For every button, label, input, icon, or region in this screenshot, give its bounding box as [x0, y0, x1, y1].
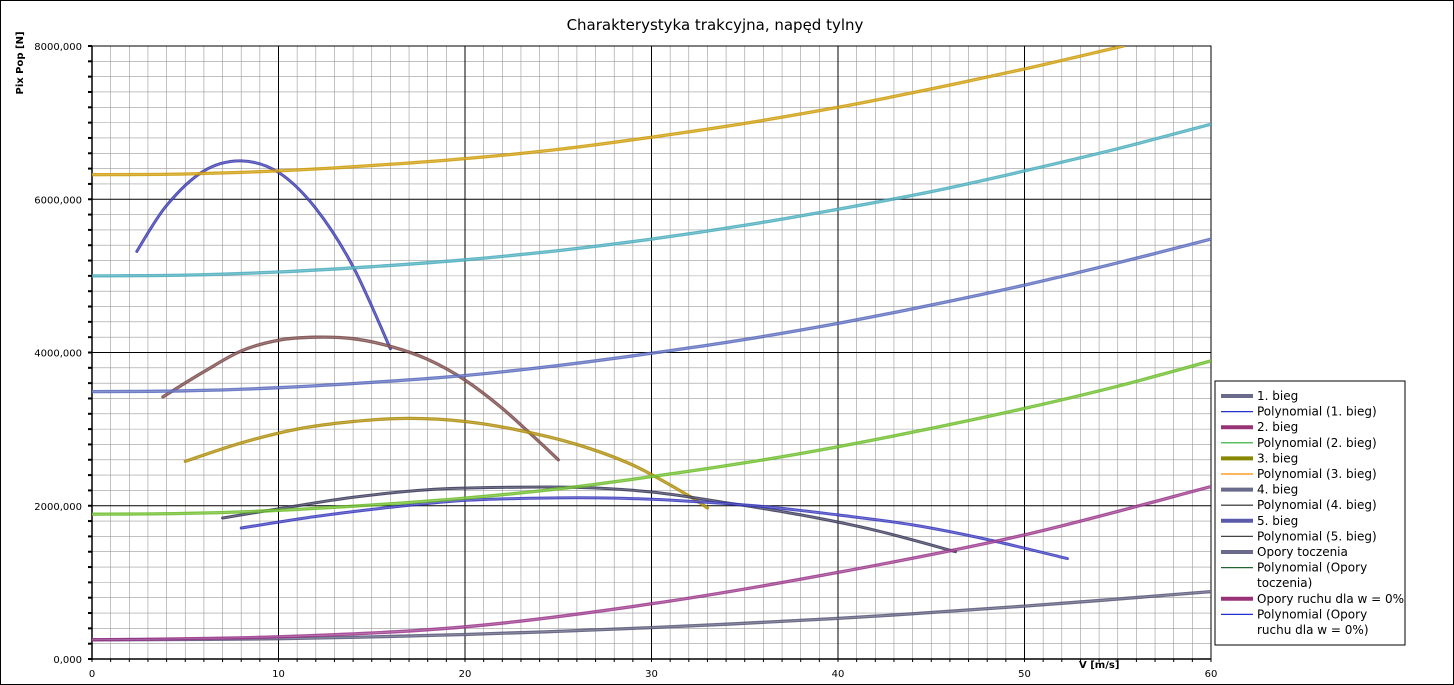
y-tick-label: 0,000 [53, 655, 82, 666]
series-line-unnamed-7 [92, 46, 1125, 177]
series-line-unnamed-7-highlight [92, 46, 1124, 175]
x-tick-label: 50 [1018, 669, 1031, 680]
x-tick-label: 10 [272, 669, 285, 680]
series-line-unnamed-10 [92, 359, 1211, 516]
x-tick-label: 0 [89, 669, 95, 680]
legend-label: 4. bieg [1257, 483, 1298, 497]
x-axis-label: V [m/s] [1079, 660, 1119, 671]
series-line-opory-toczenia [92, 589, 1211, 642]
series-line-opory-toczenia-highlight [92, 591, 1211, 641]
axes: 0,000 2000,000 4000,000 6000,000 8000,000 0 10… [34, 42, 1217, 680]
plot-series [92, 46, 1211, 642]
series-line-unnamed-10-highlight [92, 360, 1211, 515]
legend-label: Polynomial (1. bieg) [1257, 405, 1377, 419]
legend-label: 5. bieg [1257, 514, 1298, 528]
series-line-3-bieg-highlight [185, 418, 708, 509]
series-line-unnamed-9 [92, 237, 1211, 394]
x-tick-label: 30 [645, 669, 658, 680]
series-line-unnamed-8 [92, 122, 1211, 278]
series-line-3-bieg [183, 416, 710, 510]
legend-label: 1. bieg [1257, 389, 1298, 403]
legend-label: 3. bieg [1257, 451, 1298, 465]
legend-label: Polynomial (Opory [1257, 607, 1367, 621]
series-line-2-bieg [161, 335, 560, 462]
series-line-unnamed-9-highlight [92, 238, 1211, 392]
legend-label: Opory ruchu dla w = 0% [1257, 592, 1404, 606]
series-line-unnamed-8-highlight [92, 123, 1211, 277]
x-tick-label: 20 [459, 669, 472, 680]
series-line-5-bieg [239, 496, 1069, 561]
legend-box [1214, 380, 1406, 646]
legend-label: Opory toczenia [1257, 545, 1348, 559]
legend-label: Polynomial (2. bieg) [1257, 436, 1377, 450]
legend-label: Polynomial (Opory [1257, 561, 1367, 575]
legend-label: 2. bieg [1257, 420, 1298, 434]
legend-label: Polynomial (4. bieg) [1257, 498, 1377, 512]
y-axis-label: Pix Pop [N] [15, 31, 26, 94]
y-tick-label: 4000,000 [34, 349, 82, 360]
y-tick-label: 8000,000 [34, 42, 82, 53]
legend-label: Polynomial (5. bieg) [1257, 529, 1377, 543]
legend-label: toczenia) [1257, 576, 1312, 590]
series-line-2-bieg-highlight [162, 336, 559, 460]
y-tick-label: 6000,000 [34, 195, 82, 206]
series-line-opory-ruchu-dla-w-0 [92, 484, 1211, 642]
series-line-5-bieg-highlight [241, 497, 1068, 559]
x-tick-label: 40 [832, 669, 845, 680]
x-tick-label: 60 [1205, 669, 1218, 680]
legend-label: ruchu dla w = 0%) [1257, 623, 1369, 637]
y-tick-label: 2000,000 [34, 502, 82, 513]
series-line-opory-ruchu-dla-w-0-highlight [92, 486, 1211, 641]
chart-title: Charakterystyka trakcyjna, napęd tylny [567, 16, 864, 34]
legend: 1. bieg Polynomial (1. bieg)2. bieg Polyno… [1214, 380, 1406, 646]
legend-label: Polynomial (3. bieg) [1257, 467, 1377, 481]
